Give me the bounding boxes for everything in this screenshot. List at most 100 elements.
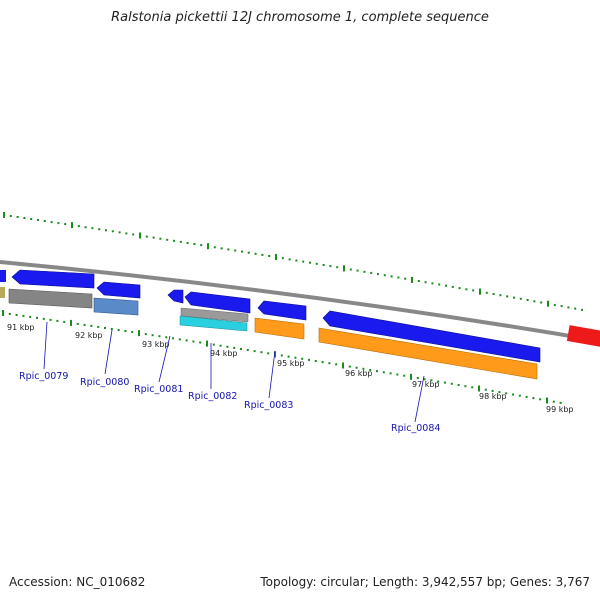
minor-tick <box>498 391 501 394</box>
minor-tick <box>472 289 475 292</box>
rna-orange-2[interactable] <box>318 327 538 380</box>
minor-tick <box>172 337 174 340</box>
minor-tick <box>8 313 11 315</box>
topology-summary: Topology: circular; Length: 3,942,557 bp… <box>260 575 590 589</box>
cds-rpic0080[interactable] <box>96 281 141 299</box>
major-tick <box>71 222 73 229</box>
major-tick <box>3 212 5 218</box>
minor-tick <box>533 300 536 303</box>
minor-tick <box>423 378 426 381</box>
minor-tick <box>417 280 420 282</box>
minor-tick <box>430 379 433 382</box>
minor-tick <box>132 233 135 236</box>
major-tick <box>2 310 4 316</box>
minor-tick <box>97 325 100 328</box>
kbp-label: 91 kbp <box>7 323 35 332</box>
gene-label-rpic0084[interactable]: Rpic_0084 <box>391 423 440 434</box>
minor-tick <box>227 248 230 251</box>
gene-label-rpic0083[interactable]: Rpic_0083 <box>244 400 293 411</box>
minor-tick <box>29 315 32 318</box>
minor-tick <box>513 296 515 299</box>
minor-tick <box>145 235 148 238</box>
minor-tick <box>294 356 297 359</box>
partial-olive-left[interactable] <box>0 287 5 298</box>
leader-rpic0080 <box>104 329 113 375</box>
minor-tick <box>234 249 237 252</box>
feature-cyan[interactable] <box>179 315 248 332</box>
gene-label-rpic0079[interactable]: Rpic_0079 <box>19 371 68 382</box>
major-tick <box>206 340 208 347</box>
leader-rpic0083 <box>268 350 276 399</box>
minor-tick <box>36 316 38 319</box>
minor-tick <box>30 218 33 220</box>
minor-tick <box>390 275 393 278</box>
minor-tick <box>458 287 461 290</box>
cds-rpic0083[interactable] <box>257 300 307 321</box>
minor-tick <box>220 247 223 250</box>
cds-rpic0082[interactable] <box>184 291 251 314</box>
minor-tick <box>118 231 121 234</box>
minor-tick <box>505 392 508 395</box>
minor-tick <box>281 257 284 260</box>
kbp-label: 93 kbp <box>142 340 170 349</box>
major-tick <box>70 319 72 326</box>
minor-tick <box>50 221 53 224</box>
red-feature-right[interactable] <box>566 325 600 347</box>
feature-gray-stack[interactable] <box>180 307 249 323</box>
minor-tick <box>166 238 169 241</box>
minor-tick <box>219 344 222 347</box>
minor-tick <box>336 266 339 269</box>
minor-tick <box>173 239 175 242</box>
minor-tick <box>309 261 311 264</box>
minor-tick <box>445 284 447 287</box>
kbp-label: 95 kbp <box>277 359 305 368</box>
minor-tick <box>192 340 195 343</box>
minor-tick <box>43 220 46 222</box>
minor-tick <box>212 343 215 346</box>
cds-rpic0081[interactable] <box>167 289 184 304</box>
major-tick <box>342 362 344 369</box>
minor-tick <box>356 269 359 272</box>
minor-tick <box>152 236 155 239</box>
minor-tick <box>322 264 325 266</box>
minor-tick <box>424 281 427 284</box>
minor-tick <box>444 381 446 384</box>
cds-rpic0084[interactable] <box>322 310 541 363</box>
minor-tick <box>335 363 338 366</box>
feature-steel-blue[interactable] <box>93 297 139 316</box>
minor-tick <box>23 217 26 219</box>
minor-tick <box>485 291 488 294</box>
minor-tick <box>15 314 18 316</box>
minor-tick <box>403 374 406 377</box>
gene-label-rpic0081[interactable]: Rpic_0081 <box>134 384 183 395</box>
pseudo-gene-gray[interactable] <box>8 288 93 309</box>
cds-rpic0079[interactable] <box>11 269 95 289</box>
major-tick <box>274 351 276 358</box>
major-tick <box>410 373 412 380</box>
minor-tick <box>91 227 94 230</box>
gene-label-rpic0082[interactable]: Rpic_0082 <box>188 391 237 402</box>
gene-labels: Rpic_0079 Rpic_0080 Rpic_0081 Rpic_0082 … <box>19 371 440 434</box>
leader-rpic0084 <box>414 375 425 423</box>
minor-tick <box>159 237 162 240</box>
gene-label-rpic0080[interactable]: Rpic_0080 <box>80 377 129 388</box>
major-tick <box>478 385 480 392</box>
minor-tick <box>581 308 583 311</box>
partial-cds-left[interactable] <box>0 270 6 282</box>
minor-tick <box>560 305 563 308</box>
minor-tick <box>519 297 522 300</box>
major-tick <box>411 276 413 283</box>
minor-tick <box>144 333 147 336</box>
minor-tick <box>416 377 419 379</box>
minor-tick <box>465 288 468 291</box>
minor-tick <box>321 361 324 364</box>
minor-tick <box>76 322 79 325</box>
minor-tick <box>105 229 107 232</box>
minor-tick <box>499 294 502 297</box>
rna-orange-1[interactable] <box>254 317 305 340</box>
minor-tick <box>246 349 249 351</box>
minor-tick <box>261 253 264 256</box>
major-tick <box>479 288 481 295</box>
minor-tick <box>540 301 543 304</box>
minor-tick <box>518 394 521 397</box>
